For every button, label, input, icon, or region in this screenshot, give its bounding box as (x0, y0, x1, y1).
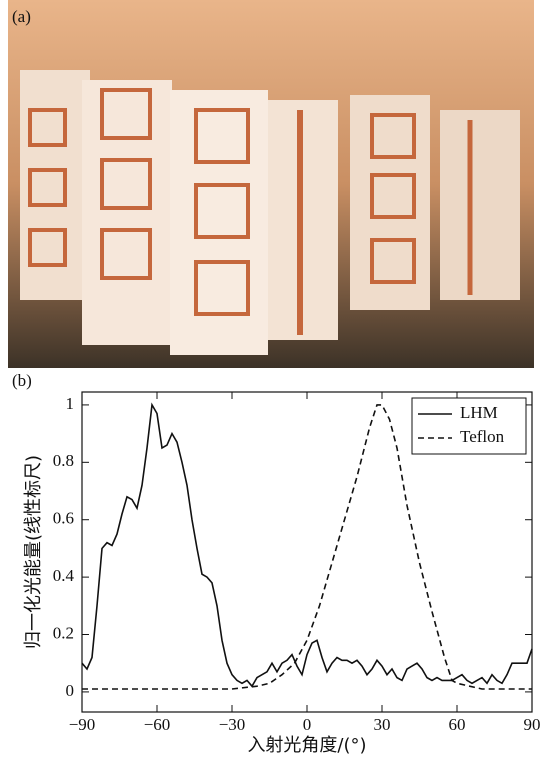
series-line (81, 402, 533, 688)
panel-label: (a) (12, 7, 31, 26)
series-line (82, 404, 532, 690)
panel-label: (b) (12, 371, 32, 390)
y-tick-label: 0.6 (53, 509, 74, 528)
x-tick-label: 60 (449, 715, 466, 734)
x-tick-label: 0 (303, 715, 312, 734)
y-tick-label: 0 (66, 681, 75, 700)
legend-label: LHM (460, 403, 498, 422)
x-tick-label: −30 (219, 715, 246, 734)
y-tick-label: 0.4 (53, 566, 75, 585)
legend-label: Teflon (460, 427, 505, 446)
y-axis-label: 归一化光能量(线性标尺) (23, 455, 44, 649)
x-tick-label: −90 (69, 715, 96, 734)
y-tick-label: 1 (66, 394, 75, 413)
x-tick-label: −60 (144, 715, 171, 734)
x-tick-label: 30 (374, 715, 391, 734)
x-tick-label: 90 (524, 715, 541, 734)
y-tick-label: 0.2 (53, 623, 74, 642)
x-axis-label: 入射光角度/(°) (247, 735, 366, 756)
legend-box (411, 397, 527, 455)
photo: (a) (8, 0, 534, 368)
y-tick-label: 0.8 (53, 451, 74, 470)
